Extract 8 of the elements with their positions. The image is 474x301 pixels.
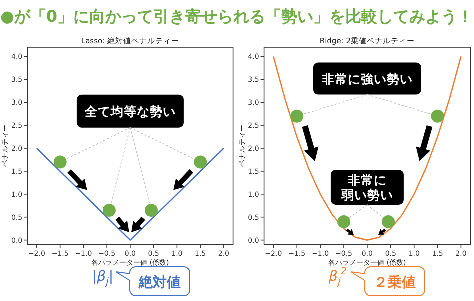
text: 絶対値 [138, 274, 181, 291]
text: ●が「0」に向かって引き寄せられる「勢い」を比較してみよう！ [0, 7, 474, 26]
text: |β$_{j}$| [92, 269, 114, 288]
text: ２乗値 [374, 274, 416, 291]
annotation: 非常に強い勢い [320, 71, 413, 86]
annotation: 全て均等な勢い [84, 104, 176, 119]
line-series [273, 56, 462, 241]
annotation: 非常に弱い勢い [340, 172, 394, 202]
